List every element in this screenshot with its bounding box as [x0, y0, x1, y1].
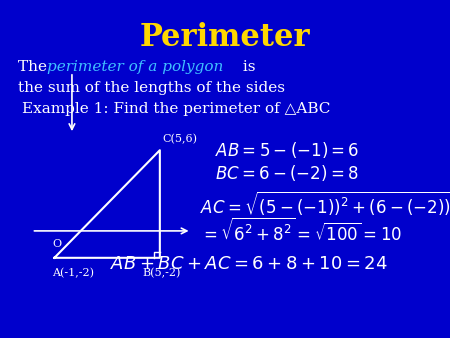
Text: perimeter of a polygon: perimeter of a polygon [47, 60, 223, 74]
Text: the sum of the lengths of the sides: the sum of the lengths of the sides [18, 81, 285, 95]
Text: $AB + BC + AC = 6 + 8 + 10 = 24$: $AB + BC + AC = 6 + 8 + 10 = 24$ [110, 255, 388, 273]
Text: O: O [53, 239, 62, 249]
Text: C(5,6): C(5,6) [163, 134, 198, 144]
Text: $AC = \sqrt{(5-(-1))^2+(6-(-2))^2}$: $AC = \sqrt{(5-(-1))^2+(6-(-2))^2}$ [200, 190, 450, 218]
Text: B(5,-2): B(5,-2) [143, 268, 181, 278]
Text: is: is [238, 60, 256, 74]
Text: The: The [18, 60, 52, 74]
Text: $= \sqrt{6^2+8^2} = \sqrt{100} = 10$: $= \sqrt{6^2+8^2} = \sqrt{100} = 10$ [200, 218, 402, 245]
Text: $AB = 5 - (-1) = 6$: $AB = 5 - (-1) = 6$ [215, 140, 360, 160]
Text: $BC = 6 - (-2) = 8$: $BC = 6 - (-2) = 8$ [215, 163, 359, 183]
Text: Perimeter: Perimeter [140, 22, 310, 53]
Text: Example 1: Find the perimeter of △ABC: Example 1: Find the perimeter of △ABC [22, 102, 330, 116]
Text: A(-1,-2): A(-1,-2) [52, 268, 94, 278]
